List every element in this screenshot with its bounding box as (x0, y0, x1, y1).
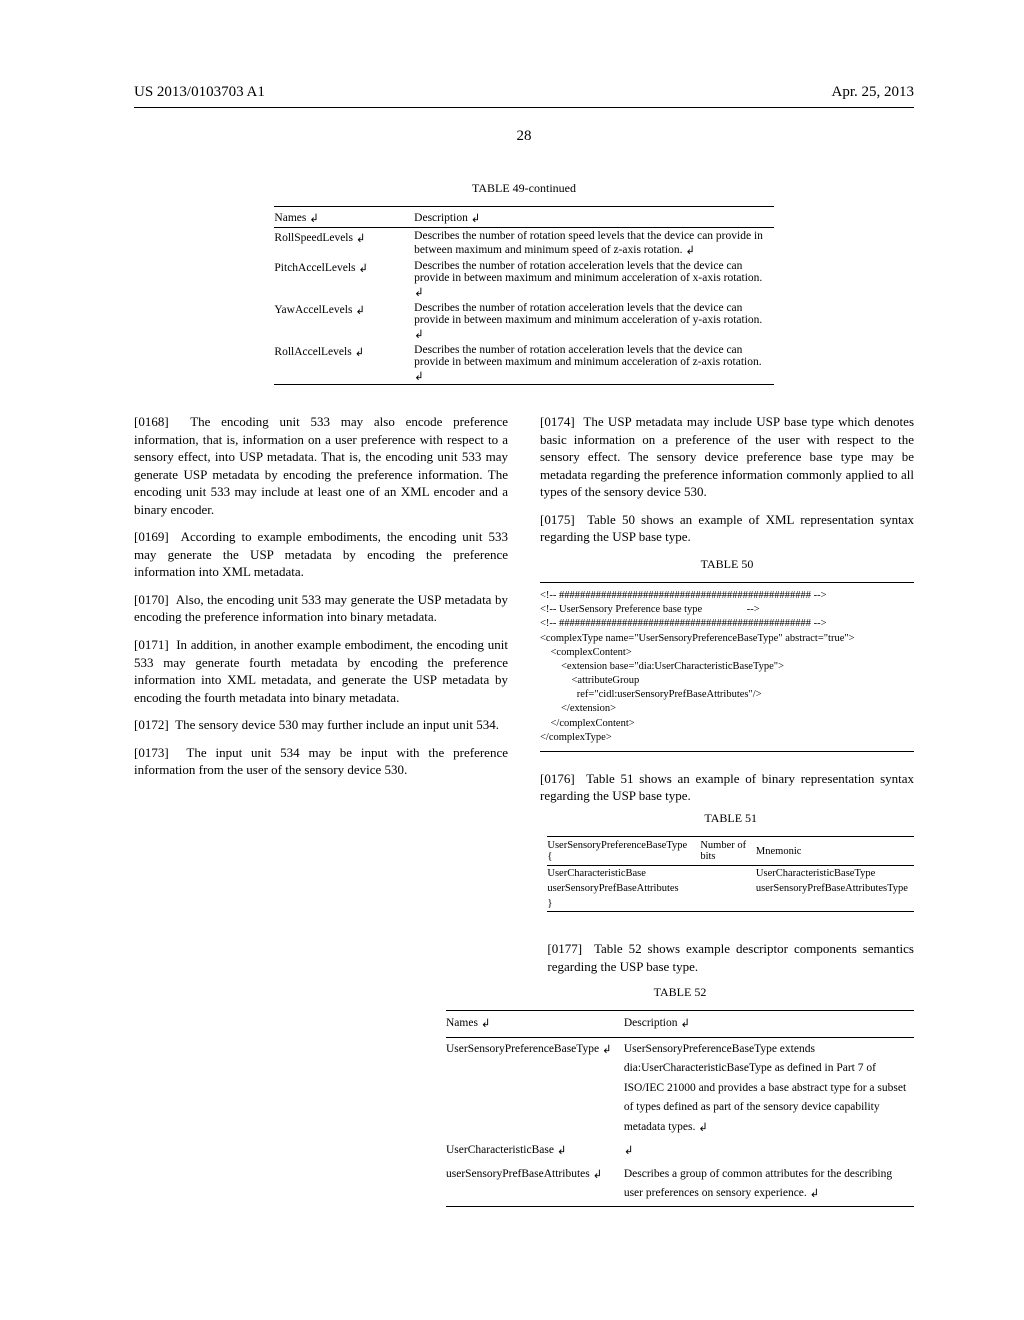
table-52: TABLE 52 Names ↲ Description ↲ UserSenso… (446, 985, 914, 1207)
table-50: TABLE 50 <!-- ##########################… (540, 556, 914, 752)
table-50-title: TABLE 50 (540, 556, 914, 572)
table-49: TABLE 49-continued Names ↲ Description ↲… (274, 181, 773, 385)
table-51-title: TABLE 51 (547, 811, 914, 826)
table-row: UserSensoryPreferenceBaseType ↲ UserSens… (446, 1038, 914, 1140)
table-49-body: Names ↲ Description ↲ RollSpeedLevels ↲ … (274, 206, 773, 385)
publication-number: US 2013/0103703 A1 (134, 84, 265, 101)
table-row: RollSpeedLevels ↲ Describes the number o… (274, 228, 773, 258)
paragraph-0175: [0175] Table 50 shows an example of XML … (540, 511, 914, 546)
paragraph-0177-wrap: [0177] Table 52 shows example descriptor… (547, 940, 914, 975)
table-row: userSensoryPrefBaseAttributes ↲ Describe… (446, 1163, 914, 1207)
table-row: YawAccelLevels ↲ Describes the number of… (274, 300, 773, 342)
paragraph-0174: [0174] The USP metadata may include USP … (540, 413, 914, 501)
table-50-code: <!-- ###################################… (540, 582, 914, 752)
paragraph-0177: [0177] Table 52 shows example descriptor… (547, 940, 914, 975)
table-52-title: TABLE 52 (446, 985, 914, 1000)
paragraph-0172: [0172] The sensory device 530 may furthe… (134, 716, 508, 734)
table-51: TABLE 51 UserSensoryPreferenceBaseType {… (547, 811, 914, 912)
table-row: UserCharacteristicBase ↲ ↲ (446, 1139, 914, 1163)
table-49-col-names: Names ↲ (274, 207, 414, 228)
page-number: 28 (134, 128, 914, 145)
table-row: PitchAccelLevels ↲ Describes the number … (274, 258, 773, 300)
body-columns: [0168] The encoding unit 533 may also en… (134, 413, 914, 815)
table-row: } (547, 896, 914, 912)
paragraph-0169: [0169] According to example embodiments,… (134, 528, 508, 581)
table-52-body: Names ↲ Description ↲ UserSensoryPrefere… (446, 1010, 914, 1207)
table-49-title: TABLE 49-continued (274, 181, 773, 196)
table-row: RollAccelLevels ↲ Describes the number o… (274, 342, 773, 385)
paragraph-0173: [0173] The input unit 534 may be input w… (134, 744, 508, 779)
header-rule (134, 107, 914, 108)
table-52-col-desc: Description ↲ (624, 1011, 914, 1037)
paragraph-0176: [0176] Table 51 shows an example of bina… (540, 770, 914, 805)
table-49-col-desc: Description ↲ (414, 207, 773, 228)
paragraph-0170: [0170] Also, the encoding unit 533 may g… (134, 591, 508, 626)
publication-date: Apr. 25, 2013 (832, 84, 915, 101)
patent-page: US 2013/0103703 A1 Apr. 25, 2013 28 TABL… (0, 0, 1024, 1320)
paragraph-0168: [0168] The encoding unit 533 may also en… (134, 413, 508, 518)
table-51-body: UserSensoryPreferenceBaseType { Number o… (547, 836, 914, 912)
paragraph-0171: [0171] In addition, in another example e… (134, 636, 508, 706)
table-row: userSensoryPrefBaseAttributesuserSensory… (547, 881, 914, 896)
table-row: UserCharacteristicBaseUserCharacteristic… (547, 866, 914, 881)
table-51-col-1: Number of bits (700, 837, 756, 866)
table-51-col-2: Mnemonic (756, 837, 914, 866)
table-52-col-names: Names ↲ (446, 1011, 624, 1037)
table-51-col-0: UserSensoryPreferenceBaseType { (547, 837, 700, 866)
page-header: US 2013/0103703 A1 Apr. 25, 2013 (134, 84, 914, 101)
